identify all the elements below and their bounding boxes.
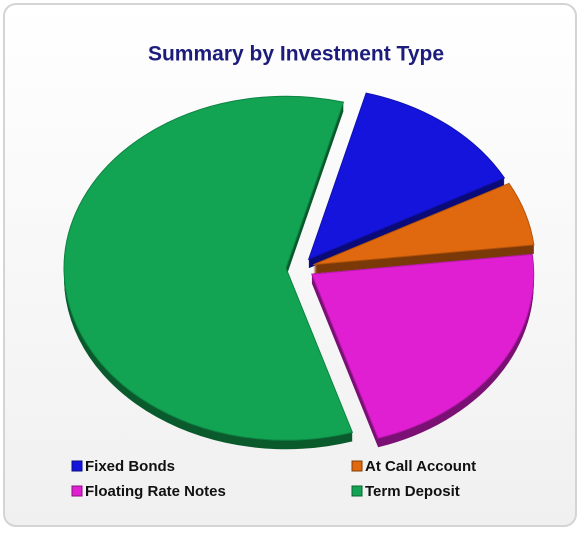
pie-slice — [63, 95, 354, 441]
legend-label: Fixed Bonds — [85, 458, 175, 475]
legend-swatch — [351, 485, 363, 497]
legend-label: Floating Rate Notes — [85, 483, 226, 500]
legend-swatch — [351, 460, 363, 472]
legend-label: Term Deposit — [365, 483, 460, 500]
pie-slice — [307, 92, 506, 261]
chart-title: Summary by Investment Type — [148, 43, 444, 66]
legend-swatch — [71, 460, 83, 472]
legend-swatch — [71, 485, 83, 497]
pie — [63, 92, 535, 450]
legend-label: At Call Account — [365, 458, 476, 475]
pie-slice — [311, 253, 535, 439]
pie-slice — [313, 182, 535, 266]
legend: Fixed Bonds At Call Account Floating Rate … — [71, 458, 476, 500]
